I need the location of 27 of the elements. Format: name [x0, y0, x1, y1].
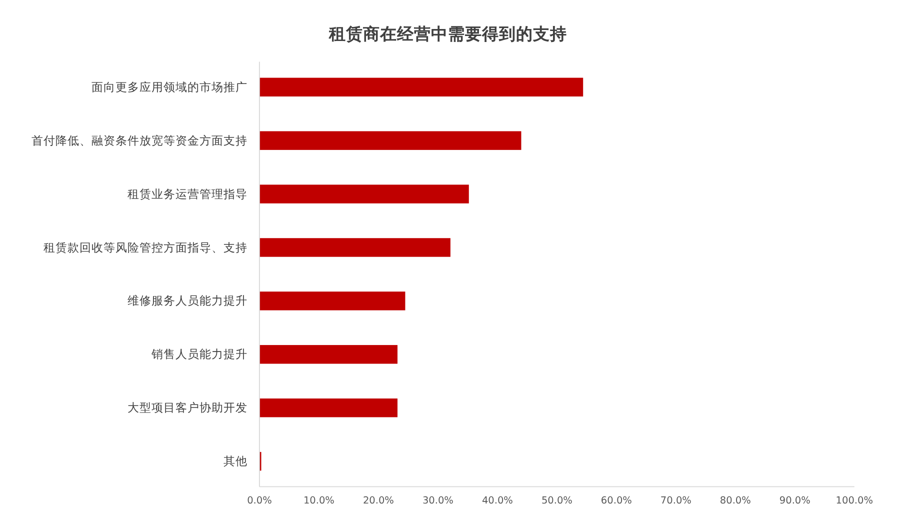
x-tick-label: 10.0%: [303, 495, 334, 506]
y-tick-label: 大型项目客户协助开发: [128, 400, 248, 415]
bar: [259, 345, 398, 364]
x-tick-label: 100.0%: [836, 495, 873, 506]
y-tick-label: 租赁款回收等风险管控方面指导、支持: [44, 240, 248, 254]
x-tick-label: 20.0%: [362, 495, 394, 506]
x-tick-label: 30.0%: [422, 495, 454, 506]
bar: [259, 398, 398, 418]
x-tick-label: 40.0%: [482, 495, 513, 506]
bar: [259, 292, 406, 310]
bar: [259, 184, 469, 204]
x-tick-label: 70.0%: [660, 495, 692, 506]
y-tick-label: 首付降低、融资条件放宽等资金方面支持: [32, 133, 248, 148]
y-tick-label: 销售人员能力提升: [150, 347, 248, 362]
x-tick-label: 0.0%: [247, 495, 272, 506]
y-tick-label: 面向更多应用领域的市场推广: [92, 80, 248, 94]
y-tick-label: 维修服务人员能力提升: [128, 294, 248, 308]
x-tick-label: 80.0%: [720, 495, 751, 506]
x-tick-label: 60.0%: [600, 495, 632, 506]
chart-title: 租赁商在经营中需要得到的支持: [328, 24, 567, 44]
bar: [259, 238, 450, 257]
x-tick-label: 50.0%: [541, 495, 572, 506]
bar: [259, 131, 522, 150]
bar: [259, 78, 584, 96]
x-tick-label: 90.0%: [779, 495, 810, 506]
y-tick-label: 其他: [224, 454, 248, 468]
y-tick-label: 租赁业务运营管理指导: [128, 186, 248, 201]
